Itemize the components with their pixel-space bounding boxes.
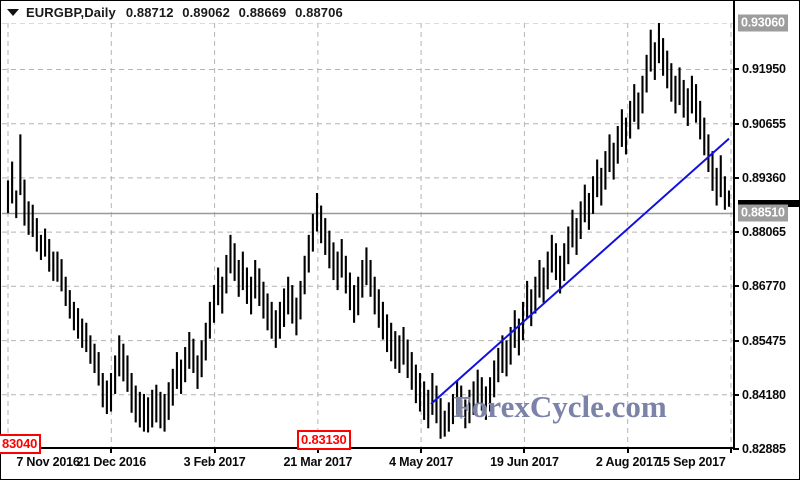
date-axis[interactable]: 7 Nov 2016 21 Dec 2016 3 Feb 2017 21 Mar 20… — [1, 447, 800, 479]
date-axis-label: 3 Feb 2017 — [183, 455, 246, 469]
date-tick — [420, 447, 423, 453]
price-axis-label-highlighted: 0.88510 — [738, 204, 788, 222]
chart-symbol-label: EURGBP,Daily — [26, 5, 116, 20]
chart-canvas — [2, 23, 735, 449]
chart-plot-area[interactable] — [2, 23, 735, 449]
price-tick — [733, 68, 739, 71]
date-axis-line — [2, 447, 735, 449]
price-axis-label: 0.85475 — [742, 333, 786, 348]
triangle-down-icon[interactable] — [7, 9, 19, 16]
date-tick — [523, 447, 526, 453]
ohlc-low: 0.88669 — [238, 5, 287, 20]
date-axis-label: 19 Jun 2017 — [490, 455, 559, 469]
price-tick — [733, 339, 739, 342]
date-axis-label: 15 Sep 2017 — [656, 455, 726, 469]
date-tick — [316, 447, 319, 453]
price-axis-label: 0.91950 — [742, 62, 786, 77]
price-axis-label: 0.90655 — [742, 116, 786, 131]
chart-header: EURGBP,Daily 0.88712 0.89062 0.88669 0.8… — [7, 3, 348, 22]
ohlc-high: 0.89062 — [182, 5, 230, 20]
price-tag-support-mid: 0.83130 — [297, 429, 351, 450]
price-tick — [733, 231, 739, 234]
price-tick — [733, 448, 739, 450]
chart-trendline — [430, 137, 730, 405]
price-tick — [733, 285, 739, 288]
price-tag-support-left: 83040 — [0, 433, 42, 454]
ohlc-open: 0.88712 — [125, 5, 174, 20]
price-tick — [733, 176, 739, 179]
date-tick — [213, 447, 216, 453]
date-axis-label: 2 Aug 2017 — [595, 455, 660, 469]
current-price-marker — [738, 200, 799, 208]
date-axis-label: 21 Dec 2016 — [76, 455, 147, 469]
price-axis-label: 0.84180 — [742, 387, 786, 402]
date-axis-label: 21 Mar 2017 — [283, 455, 353, 469]
price-axis[interactable]: 0.93060 0.91950 0.90655 0.89360 0.88510 0.880… — [733, 1, 799, 481]
date-tick — [110, 447, 113, 453]
price-tick — [733, 393, 739, 396]
chart-price-bars — [6, 23, 731, 439]
price-tick — [733, 122, 739, 125]
price-axis-label: 0.88065 — [742, 225, 786, 240]
date-axis-label: 4 May 2017 — [389, 455, 454, 469]
price-axis-label: 0.82885 — [742, 442, 786, 456]
date-tick — [730, 447, 732, 453]
price-axis-label: 0.86770 — [742, 279, 786, 294]
date-tick — [626, 447, 629, 453]
price-axis-label-highlighted: 0.93060 — [738, 14, 788, 32]
price-axis-label: 0.89360 — [742, 170, 786, 185]
date-axis-label: 7 Nov 2016 — [16, 455, 80, 469]
ohlc-close: 0.88706 — [295, 5, 343, 20]
chart-ohlc-values: 0.88712 0.89062 0.88669 0.88706 — [126, 5, 348, 20]
price-axis-line — [733, 1, 735, 449]
